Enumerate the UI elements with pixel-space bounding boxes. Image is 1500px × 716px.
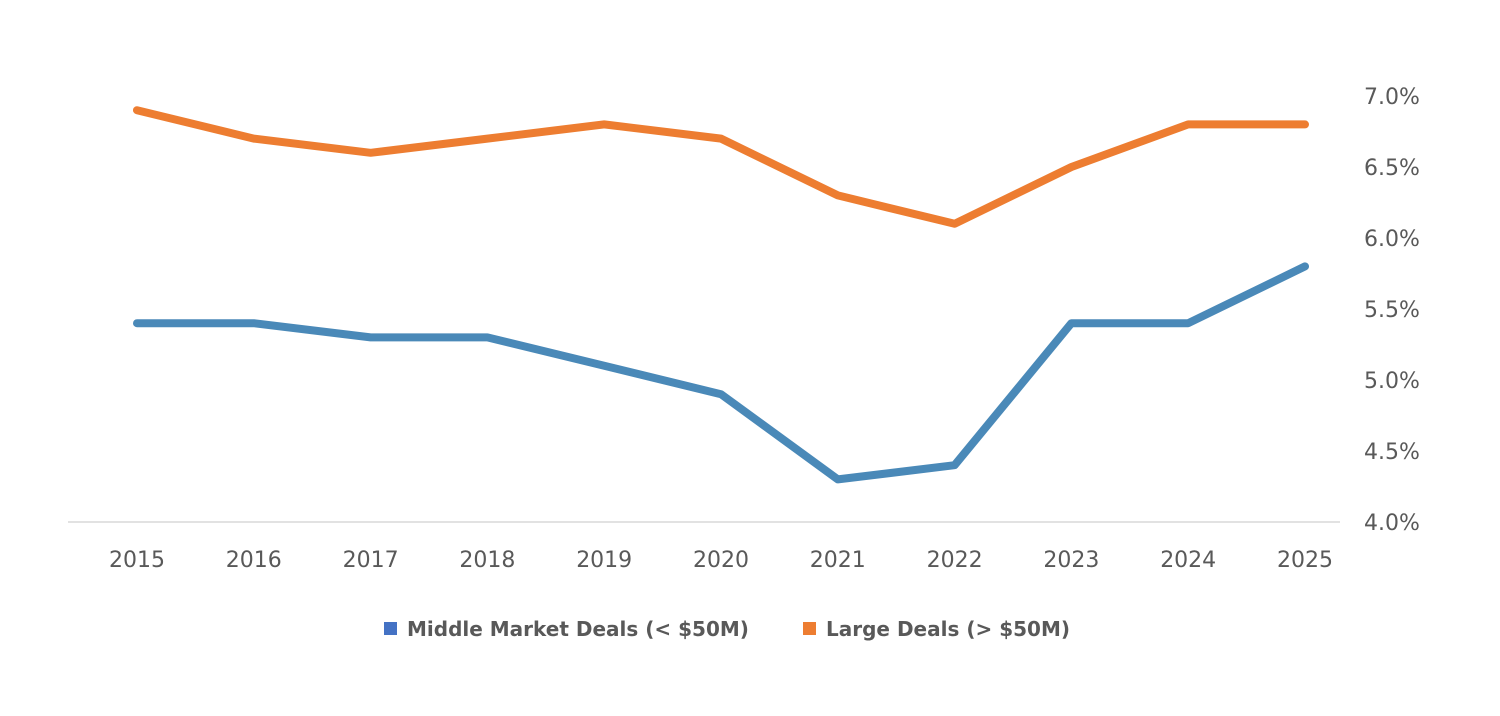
y-tick-label: 6.0% <box>1364 227 1420 252</box>
x-tick-label: 2015 <box>109 548 165 573</box>
y-tick-label: 4.0% <box>1364 511 1420 536</box>
series-layer <box>133 106 1309 484</box>
y-tick-label: 5.0% <box>1364 369 1420 394</box>
x-tick-label: 2017 <box>343 548 399 573</box>
x-tick-label: 2016 <box>226 548 282 573</box>
legend-swatch <box>803 622 816 635</box>
legend-label: Middle Market Deals (< $50M) <box>407 617 749 641</box>
x-tick-label: 2019 <box>576 548 632 573</box>
x-tick-label: 2021 <box>810 548 866 573</box>
y-tick-label: 7.0% <box>1364 85 1420 110</box>
y-tick-label: 6.5% <box>1364 156 1420 181</box>
y-tick-label: 5.5% <box>1364 298 1420 323</box>
x-tick-label: 2023 <box>1043 548 1099 573</box>
series-line-middle-market <box>133 262 1309 484</box>
y-axis: 4.0% 4.5% 5.0% 5.5% 6.0% 6.5% 7.0% <box>1364 85 1420 536</box>
legend: Middle Market Deals (< $50M) Large Deals … <box>384 617 1070 641</box>
x-tick-label: 2024 <box>1160 548 1216 573</box>
x-tick-label: 2025 <box>1277 548 1333 573</box>
legend-label: Large Deals (> $50M) <box>826 617 1070 641</box>
x-axis: 2015 2016 2017 2018 2019 2020 2021 2022 2023 2024… <box>68 521 1340 573</box>
y-tick-label: 4.5% <box>1364 440 1420 465</box>
series-line-large-deals <box>133 106 1309 228</box>
x-tick-label: 2022 <box>927 548 983 573</box>
legend-swatch <box>384 622 397 635</box>
x-tick-label: 2020 <box>693 548 749 573</box>
x-tick-label: 2018 <box>459 548 515 573</box>
